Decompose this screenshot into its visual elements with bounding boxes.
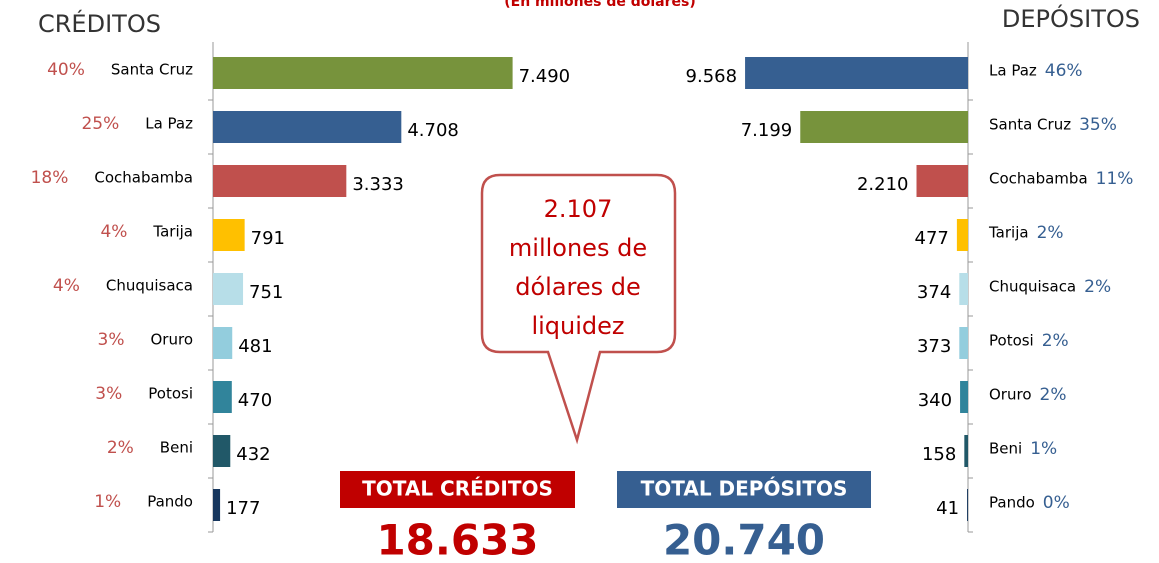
category-label: Chuquisaca (989, 278, 1076, 296)
share-label: 4% (53, 276, 80, 296)
bar (213, 489, 221, 521)
subtitle: (En millones de dólares) (504, 0, 695, 10)
share-label: 18% (31, 168, 69, 188)
share-label: 2% (1084, 277, 1111, 297)
bar (960, 381, 968, 413)
category-label: Tarija (988, 224, 1029, 242)
bar (213, 219, 245, 251)
value-label: 481 (238, 336, 272, 357)
category-label: Chuquisaca (106, 277, 193, 295)
value-label: 9.568 (686, 66, 738, 87)
callout-text: dólares de (515, 273, 641, 301)
value-label: 177 (226, 498, 260, 519)
share-label: 1% (94, 492, 121, 512)
value-label: 373 (917, 336, 951, 357)
category-label: Beni (989, 440, 1022, 458)
value-label: 158 (922, 444, 956, 465)
total-label: TOTAL CRÉDITOS (362, 477, 553, 501)
value-label: 791 (251, 228, 285, 249)
bar (956, 219, 968, 251)
callout-text: 2.107 (544, 195, 613, 223)
bar (916, 165, 968, 197)
category-label: Oruro (151, 331, 194, 349)
category-label: Beni (160, 439, 193, 457)
callout-text: liquidez (531, 312, 624, 340)
value-label: 374 (917, 282, 951, 303)
share-label: 1% (1030, 439, 1057, 459)
category-label: Pando (147, 493, 193, 511)
share-label: 2% (1037, 223, 1064, 243)
share-label: 3% (95, 384, 122, 404)
category-label: Tarija (152, 223, 193, 241)
category-label: La Paz (989, 62, 1037, 80)
bar (967, 489, 968, 521)
total-value: 18.633 (376, 516, 538, 563)
bar (213, 327, 233, 359)
value-label: 41 (936, 498, 959, 519)
category-label: Santa Cruz (989, 116, 1071, 134)
bar (213, 111, 402, 143)
bar (745, 57, 968, 89)
bar (213, 57, 513, 89)
chart-title: CRÉDITOS (38, 9, 161, 38)
total-box (617, 471, 871, 508)
share-label: 3% (98, 330, 125, 350)
share-label: 2% (1042, 331, 1069, 351)
bar (964, 435, 968, 467)
value-label: 432 (236, 444, 270, 465)
value-label: 3.333 (352, 174, 404, 195)
value-label: 751 (249, 282, 283, 303)
bar (959, 273, 968, 305)
bar (213, 435, 231, 467)
value-label: 470 (238, 390, 272, 411)
value-label: 2.210 (857, 174, 909, 195)
callout-text: millones de (509, 234, 647, 262)
category-label: Cochabamba (989, 170, 1088, 188)
bar (213, 273, 244, 305)
bar (213, 165, 347, 197)
chart-title: DEPÓSITOS (1002, 3, 1140, 33)
total-value: 20.740 (663, 516, 825, 563)
share-label: 2% (1040, 385, 1067, 405)
category-label: La Paz (145, 115, 193, 133)
total-box (340, 471, 575, 508)
category-label: Pando (989, 494, 1035, 512)
value-label: 340 (918, 390, 952, 411)
category-label: Potosi (148, 385, 193, 403)
category-label: Potosi (989, 332, 1034, 350)
value-label: 7.490 (519, 66, 571, 87)
category-label: Oruro (989, 386, 1032, 404)
bar (959, 327, 968, 359)
share-label: 40% (47, 60, 85, 80)
total-label: TOTAL DEPÓSITOS (641, 477, 848, 501)
value-label: 477 (915, 228, 949, 249)
callout-bubble (480, 173, 677, 445)
share-label: 2% (107, 438, 134, 458)
category-label: Santa Cruz (111, 61, 193, 79)
share-label: 4% (100, 222, 127, 242)
value-label: 7.199 (741, 120, 793, 141)
share-label: 25% (81, 114, 119, 134)
share-label: 46% (1045, 61, 1083, 81)
share-label: 11% (1096, 169, 1134, 189)
value-label: 4.708 (407, 120, 459, 141)
category-label: Cochabamba (94, 169, 193, 187)
bar (800, 111, 968, 143)
share-label: 0% (1043, 493, 1070, 513)
bar (213, 381, 232, 413)
share-label: 35% (1079, 115, 1117, 135)
